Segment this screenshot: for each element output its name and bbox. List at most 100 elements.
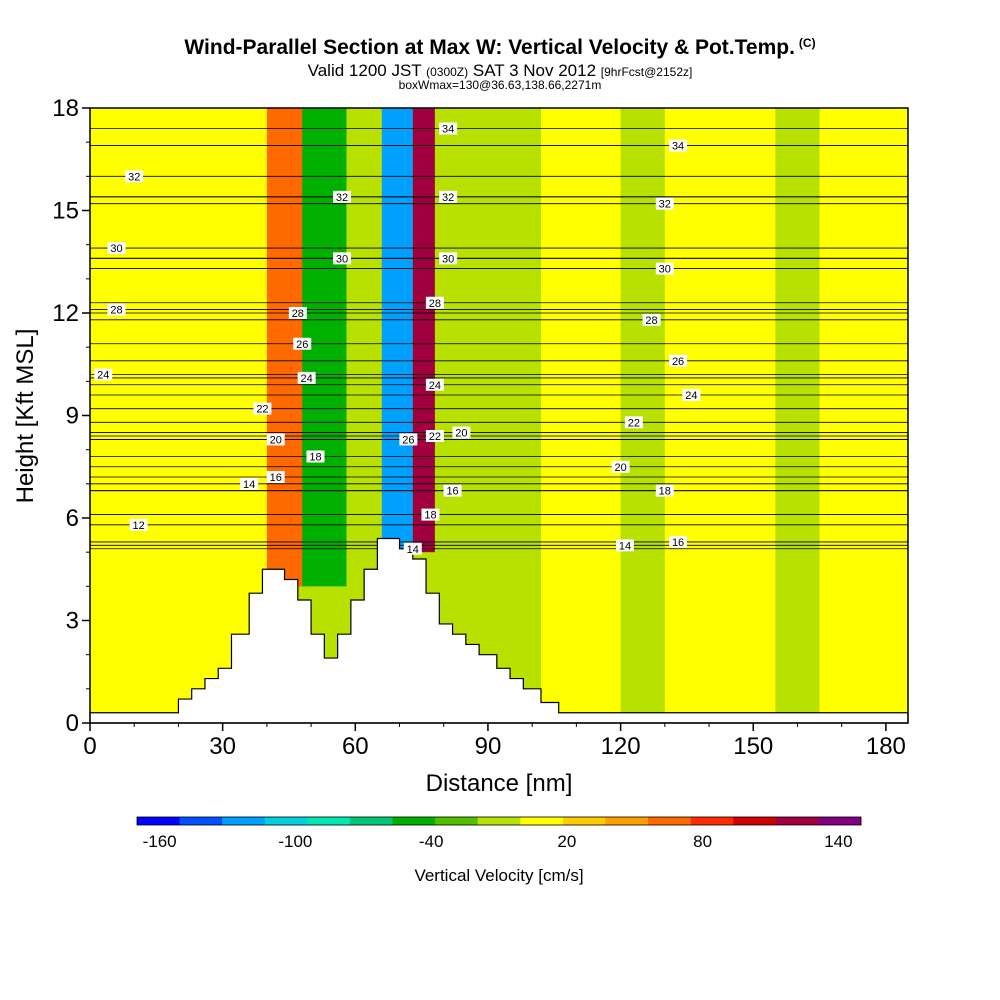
colorbar-bin-15 bbox=[775, 817, 819, 825]
colorbar-tick-label-4: 80 bbox=[693, 832, 712, 851]
contour-label-text-9: 28 bbox=[110, 305, 122, 317]
colorbar-tick-label-0: -160 bbox=[143, 832, 177, 851]
contour-label-text-17: 28 bbox=[429, 298, 441, 310]
contour-label-12: 32 bbox=[333, 190, 352, 204]
contour-label-13: 30 bbox=[333, 252, 352, 265]
contour-label-32: 20 bbox=[611, 460, 630, 474]
x-tick-label-3: 90 bbox=[475, 733, 502, 760]
contour-labels: 12 14 16 18 20 22 24 26 28 28 30 32 32 30 34 32 30 28 24 22… bbox=[94, 122, 701, 556]
y-axis: 0 3 6 9 12 15 18 bbox=[52, 95, 90, 737]
y-tick-label-3: 9 bbox=[66, 403, 79, 430]
colorbar-bin-1 bbox=[179, 817, 223, 825]
colorbar-bin-3 bbox=[264, 817, 308, 825]
colorbar-bin-13 bbox=[690, 817, 734, 825]
contour-label-text-30: 24 bbox=[685, 390, 697, 402]
contour-label-8: 28 bbox=[288, 307, 307, 320]
contour-label-22: 18 bbox=[421, 508, 440, 522]
contour-label-text-11: 32 bbox=[128, 171, 140, 183]
colorbar-label: Vertical Velocity [cm/s] bbox=[414, 866, 583, 885]
contour-label-14: 34 bbox=[439, 122, 458, 136]
contour-label-text-6: 24 bbox=[301, 373, 313, 385]
colorbar-bin-14 bbox=[733, 817, 777, 825]
colorbar-tick-label-3: 20 bbox=[557, 832, 576, 851]
x-tick-label-4: 120 bbox=[601, 733, 641, 760]
box-wmax-line: boxWmax=130@36.63,138.66,2271m bbox=[398, 78, 602, 92]
contour-label-30: 24 bbox=[682, 389, 701, 402]
contour-label-text-4: 20 bbox=[270, 434, 282, 446]
contour-label-15: 32 bbox=[439, 190, 458, 204]
contour-label-text-24: 14 bbox=[407, 544, 419, 556]
contour-label-text-21: 20 bbox=[455, 428, 467, 440]
contour-label-text-7: 26 bbox=[296, 339, 308, 351]
y-tick-label-5: 15 bbox=[52, 198, 79, 225]
contour-label-34: 16 bbox=[669, 535, 688, 549]
contour-label-text-18: 24 bbox=[429, 380, 441, 392]
contour-label-9: 28 bbox=[107, 303, 126, 317]
contour-label-28: 28 bbox=[642, 313, 661, 327]
contour-label-text-0: 12 bbox=[133, 520, 145, 532]
colorbar-bin-12 bbox=[648, 817, 691, 825]
contour-label-11: 32 bbox=[125, 170, 144, 183]
x-axis: 0 30 60 90 120 150 180 bbox=[83, 723, 906, 760]
contour-label-text-33: 18 bbox=[659, 486, 671, 498]
contour-label-text-16: 30 bbox=[442, 253, 454, 265]
colorbar-bin-6 bbox=[392, 817, 436, 825]
contour-label-text-29: 26 bbox=[672, 356, 684, 368]
velocity-zone-7 bbox=[381, 108, 413, 553]
velocity-zone-3 bbox=[664, 108, 776, 723]
contour-label-text-22: 18 bbox=[424, 510, 436, 522]
contour-label-0: 12 bbox=[129, 518, 148, 532]
colorbar-bin-10 bbox=[562, 817, 606, 825]
contour-label-text-25: 34 bbox=[672, 141, 684, 153]
x-axis-label: Distance [nm] bbox=[426, 770, 573, 797]
contour-label-text-12: 32 bbox=[336, 192, 348, 204]
contour-label-4: 20 bbox=[266, 433, 285, 446]
x-tick-label-1: 30 bbox=[209, 733, 236, 760]
contour-label-29: 26 bbox=[669, 354, 688, 368]
velocity-zone-8 bbox=[412, 108, 435, 553]
contour-label-text-2: 16 bbox=[270, 472, 282, 484]
contour-label-33: 18 bbox=[655, 484, 674, 498]
colorbar-bin-0 bbox=[137, 817, 180, 825]
chart-subtitle: Valid 1200 JST (0300Z) SAT 3 Nov 2012 [9… bbox=[307, 61, 693, 80]
contour-label-text-32: 20 bbox=[614, 462, 626, 474]
contour-label-5: 22 bbox=[253, 402, 272, 416]
colorbar-bin-11 bbox=[605, 817, 649, 825]
contour-label-text-3: 18 bbox=[309, 452, 321, 464]
contour-label-text-15: 32 bbox=[442, 192, 454, 204]
contour-label-31: 22 bbox=[624, 416, 643, 429]
x-tick-label-6: 180 bbox=[866, 733, 906, 760]
contour-label-text-36: 24 bbox=[97, 370, 109, 382]
colorbar-bin-5 bbox=[349, 817, 393, 825]
contour-label-text-34: 16 bbox=[672, 537, 684, 549]
contour-label-text-19: 22 bbox=[429, 431, 441, 443]
contour-label-7: 26 bbox=[293, 337, 312, 351]
colorbar-tick-label-5: 140 bbox=[824, 832, 852, 851]
vertical-velocity-field bbox=[90, 108, 908, 723]
colorbar-tick-label-1: -100 bbox=[278, 832, 312, 851]
contour-label-text-5: 22 bbox=[256, 404, 268, 416]
y-tick-label-0: 0 bbox=[66, 710, 79, 737]
contour-label-text-35: 14 bbox=[619, 540, 631, 552]
contour-label-24: 14 bbox=[403, 542, 422, 556]
y-tick-label-2: 6 bbox=[66, 505, 79, 532]
contour-label-text-27: 30 bbox=[659, 264, 671, 276]
contour-label-text-10: 30 bbox=[110, 243, 122, 255]
contour-label-18: 24 bbox=[425, 378, 444, 392]
contour-label-25: 34 bbox=[669, 139, 688, 153]
contour-label-3: 18 bbox=[306, 450, 325, 464]
potential-temperature-contours bbox=[90, 128, 908, 550]
contour-label-text-28: 28 bbox=[645, 315, 657, 327]
contour-label-1: 14 bbox=[240, 477, 259, 491]
contour-label-2: 16 bbox=[266, 471, 285, 484]
contour-label-19: 22 bbox=[425, 430, 444, 443]
contour-label-16: 30 bbox=[439, 252, 458, 265]
colorbar: -160 -100 -40 20 80 140 bbox=[136, 816, 862, 851]
contour-label-text-8: 28 bbox=[292, 308, 304, 320]
colorbar-bin-9 bbox=[520, 817, 564, 825]
y-tick-label-1: 3 bbox=[66, 608, 79, 635]
colorbar-tick-label-2: -40 bbox=[419, 832, 444, 851]
contour-label-text-31: 22 bbox=[628, 417, 640, 429]
contour-label-23: 16 bbox=[443, 484, 462, 498]
